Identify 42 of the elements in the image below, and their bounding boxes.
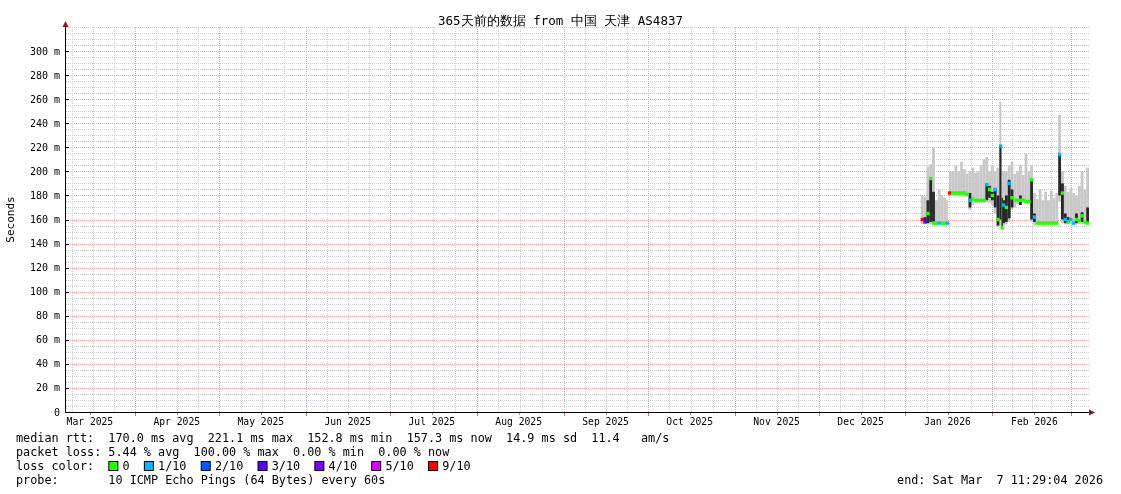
legend-label: 9/10 (442, 459, 471, 473)
y-tick-label: 100 m (29, 286, 60, 298)
y-tick-label: 80 m (35, 310, 60, 322)
y-tick-label: 300 m (29, 45, 60, 57)
y-tick-label: 20 m (35, 382, 60, 394)
legend-label: 2/10 (214, 459, 244, 473)
legend-label: 0 (122, 459, 130, 473)
x-tick-label: Jul 2025 (408, 416, 456, 427)
y-tick-label: 140 m (29, 238, 60, 250)
legend-title: loss color: (16, 459, 95, 473)
x-tick-label: Nov 2025 (753, 416, 801, 427)
annotation: probe: 10 ICMP Echo Pings (64 Bytes) every 60s (16, 473, 386, 487)
x-tick-label: Jan 2026 (924, 416, 972, 427)
y-tick-label: 60 m (35, 334, 60, 346)
legend-label: 5/10 (385, 459, 414, 473)
x-tick-label: Aug 2025 (495, 416, 543, 427)
y-tick-label: 220 m (29, 141, 60, 153)
y-tick-label: 280 m (29, 69, 60, 81)
x-tick-label: Oct 2025 (666, 416, 714, 427)
legend-label: 3/10 (271, 459, 301, 473)
x-tick-label: Mar 2025 (66, 416, 114, 427)
x-tick-label: Apr 2025 (153, 416, 201, 427)
annotation: packet loss: 5.44 % avg 100.00 % max 0.00 % min 0.00 % now (16, 445, 450, 459)
y-tick-label: 200 m (29, 165, 60, 177)
y-axis-title: Seconds (4, 196, 17, 243)
y-tick-label: 40 m (35, 358, 60, 370)
x-tick-label: Feb 2026 (1011, 416, 1058, 427)
y-tick-label: 160 m (29, 214, 60, 225)
x-tick-label: Dec 2025 (837, 416, 885, 427)
x-tick-label: May 2025 (237, 416, 285, 427)
y-tick-label: 0 (53, 406, 60, 418)
annotation: median rtt: 170.0 ms avg 221.1 ms max 152.8 ms min 157.3 ms now 14.9 ms sd 11.4 am/s (16, 431, 670, 445)
x-tick-label: Sep 2025 (582, 416, 630, 427)
y-tick-label: 180 m (29, 189, 60, 201)
y-tick-label: 120 m (29, 262, 60, 274)
x-tick-label: Jun 2025 (324, 416, 372, 427)
chart-title: 365天前的数据 from 中国 天津 AS4837 (438, 13, 683, 28)
legend-label: 1/10 (158, 459, 187, 473)
legend-label: 4/10 (328, 459, 357, 473)
y-tick-label: 240 m (29, 117, 60, 129)
y-tick-label: 260 m (29, 93, 60, 105)
annotation: end: Sat Mar 7 11:29:04 2026 (897, 473, 1103, 487)
